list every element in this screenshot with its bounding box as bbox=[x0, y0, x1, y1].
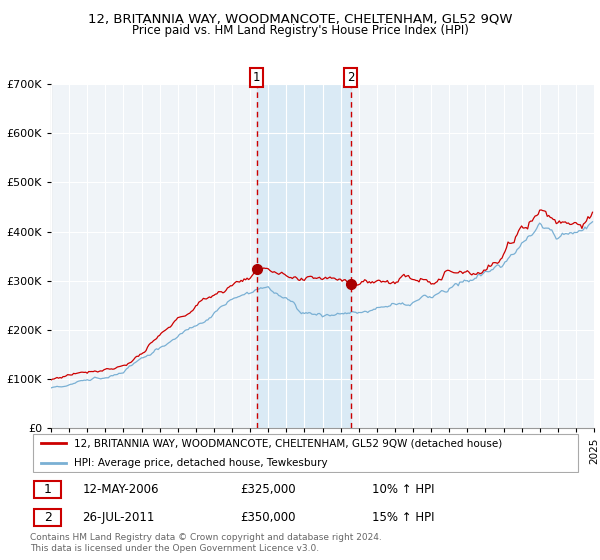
FancyBboxPatch shape bbox=[34, 481, 61, 498]
FancyBboxPatch shape bbox=[33, 435, 578, 472]
Bar bbox=[257, 84, 351, 428]
Text: 12, BRITANNIA WAY, WOODMANCOTE, CHELTENHAM, GL52 9QW: 12, BRITANNIA WAY, WOODMANCOTE, CHELTENH… bbox=[88, 12, 512, 25]
FancyBboxPatch shape bbox=[34, 509, 61, 526]
Text: Contains HM Land Registry data © Crown copyright and database right 2024.
This d: Contains HM Land Registry data © Crown c… bbox=[30, 533, 382, 553]
Text: 12, BRITANNIA WAY, WOODMANCOTE, CHELTENHAM, GL52 9QW (detached house): 12, BRITANNIA WAY, WOODMANCOTE, CHELTENH… bbox=[74, 438, 502, 449]
Text: 26-JUL-2011: 26-JUL-2011 bbox=[82, 511, 155, 524]
Text: 10% ↑ HPI: 10% ↑ HPI bbox=[372, 483, 435, 496]
Text: £325,000: £325,000 bbox=[240, 483, 295, 496]
Text: 1: 1 bbox=[44, 483, 52, 496]
Text: 1: 1 bbox=[253, 71, 260, 84]
Text: 15% ↑ HPI: 15% ↑ HPI bbox=[372, 511, 435, 524]
Text: 2: 2 bbox=[347, 71, 355, 84]
Text: £350,000: £350,000 bbox=[240, 511, 295, 524]
Text: 2: 2 bbox=[44, 511, 52, 524]
Text: 12-MAY-2006: 12-MAY-2006 bbox=[82, 483, 159, 496]
Text: HPI: Average price, detached house, Tewkesbury: HPI: Average price, detached house, Tewk… bbox=[74, 458, 328, 468]
Text: Price paid vs. HM Land Registry's House Price Index (HPI): Price paid vs. HM Land Registry's House … bbox=[131, 24, 469, 37]
